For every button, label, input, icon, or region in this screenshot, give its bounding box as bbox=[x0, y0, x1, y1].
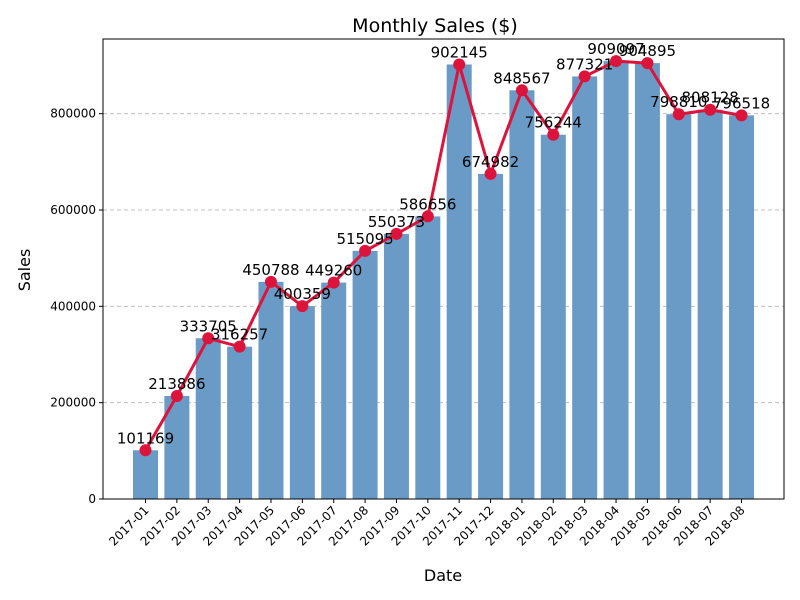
point bbox=[704, 103, 717, 116]
point bbox=[547, 128, 560, 141]
y-tick-label: 200000 bbox=[50, 396, 96, 410]
bar bbox=[572, 76, 598, 499]
bar bbox=[540, 134, 566, 499]
data-label: 796518 bbox=[713, 94, 770, 112]
y-tick-label: 800000 bbox=[50, 107, 96, 121]
data-label: 101169 bbox=[117, 429, 174, 447]
data-label: 550373 bbox=[368, 213, 425, 231]
point bbox=[421, 210, 434, 223]
bar bbox=[258, 281, 284, 499]
point bbox=[359, 244, 372, 257]
bar bbox=[603, 61, 629, 499]
data-label: 909097 bbox=[587, 40, 644, 58]
data-label: 904895 bbox=[619, 42, 676, 60]
bar bbox=[227, 346, 253, 499]
bar bbox=[321, 282, 347, 499]
point bbox=[515, 84, 528, 97]
bar bbox=[289, 306, 315, 499]
line-series bbox=[139, 55, 748, 457]
data-label: 877321 bbox=[556, 55, 613, 73]
data-label: 450788 bbox=[242, 261, 299, 279]
point bbox=[735, 109, 748, 122]
point bbox=[610, 55, 623, 68]
y-axis-ticks: 0 200000 400000 600000 800000 bbox=[50, 107, 103, 506]
bar bbox=[133, 450, 158, 499]
data-label: 400359 bbox=[274, 285, 331, 303]
point bbox=[264, 275, 277, 288]
bar bbox=[666, 114, 692, 499]
bar bbox=[195, 338, 221, 499]
point bbox=[390, 227, 403, 240]
bar bbox=[446, 64, 472, 499]
data-label: 333705 bbox=[180, 317, 237, 335]
data-label: 449260 bbox=[305, 262, 362, 280]
x-axis-ticks: 2017-012017-022017-032017-042017-052017-… bbox=[106, 499, 748, 549]
y-tick-label: 0 bbox=[88, 492, 96, 506]
point bbox=[672, 108, 685, 121]
y-tick-label: 400000 bbox=[50, 299, 96, 313]
point bbox=[453, 58, 466, 71]
bar bbox=[352, 250, 378, 499]
data-label: 848567 bbox=[493, 69, 550, 87]
bar bbox=[383, 233, 409, 499]
point bbox=[327, 276, 340, 289]
bar bbox=[415, 216, 441, 499]
data-label: 674982 bbox=[462, 153, 519, 171]
bar bbox=[478, 173, 504, 499]
bar bbox=[729, 115, 755, 499]
data-label: 316257 bbox=[211, 326, 268, 344]
point bbox=[578, 70, 591, 83]
data-label: 586656 bbox=[399, 195, 456, 213]
bar bbox=[509, 90, 535, 499]
point bbox=[202, 332, 215, 345]
y-tick-label: 600000 bbox=[50, 203, 96, 217]
point bbox=[170, 389, 183, 402]
x-axis-title: Date bbox=[424, 566, 462, 585]
bar bbox=[634, 63, 660, 500]
bar-series bbox=[133, 61, 755, 500]
point bbox=[484, 167, 497, 180]
data-label: 798810 bbox=[650, 93, 707, 111]
data-label: 213886 bbox=[148, 375, 205, 393]
point bbox=[641, 57, 654, 70]
point bbox=[139, 444, 152, 457]
data-label: 756244 bbox=[525, 114, 582, 132]
bar bbox=[697, 109, 723, 499]
data-label: 808128 bbox=[682, 89, 739, 107]
y-axis-title: Sales bbox=[15, 249, 34, 292]
chart-title: Monthly Sales ($) bbox=[352, 15, 518, 37]
data-label: 515095 bbox=[336, 230, 393, 248]
point bbox=[233, 340, 246, 353]
data-label: 902145 bbox=[431, 43, 488, 61]
point bbox=[296, 300, 309, 313]
plot-frame bbox=[102, 38, 785, 500]
